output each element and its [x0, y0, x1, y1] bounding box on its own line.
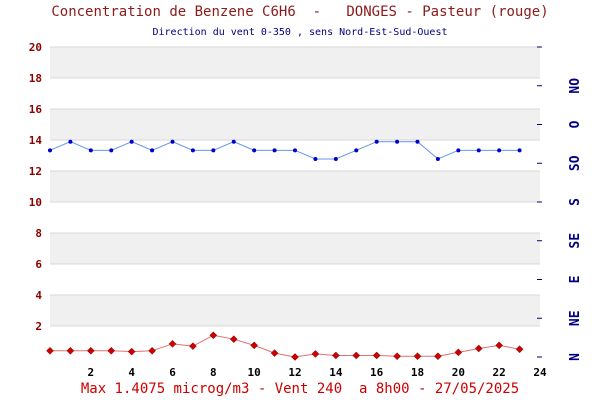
y-tick-label: 20 — [29, 41, 42, 54]
benzene-point — [148, 346, 156, 355]
y-tick-label: 6 — [35, 258, 42, 271]
plot-background — [50, 47, 540, 326]
wind-point — [476, 148, 481, 153]
wind-point — [231, 139, 236, 144]
y2-tick-label: NO — [568, 78, 583, 94]
benzene-point — [352, 351, 361, 360]
wind-line — [49, 141, 520, 160]
y2-tick-label: S — [568, 198, 583, 206]
y2-tick-label: NE — [568, 310, 583, 326]
wind-point — [415, 139, 420, 144]
wind-point — [517, 148, 522, 153]
y-tick-label: 4 — [35, 289, 42, 302]
wind-point — [456, 148, 461, 153]
benzene-point — [209, 331, 218, 340]
x-tick-label: 18 — [411, 366, 424, 379]
footer-summary: Max 1.4075 microg/m3 - Vent 240 a 8h00 -… — [80, 381, 520, 397]
x-tick-label: 22 — [493, 366, 506, 379]
plot-band — [50, 47, 540, 78]
benzene-point — [311, 350, 320, 358]
wind-point — [190, 148, 195, 153]
wind-point — [170, 139, 175, 144]
x-tick-label: 6 — [169, 366, 176, 379]
wind-point — [129, 139, 134, 144]
y-tick-label: 8 — [35, 227, 42, 240]
y-tick-label: 12 — [29, 165, 42, 178]
y2-tick-label: SO — [568, 155, 583, 171]
benzene-point — [372, 351, 381, 360]
wind-point — [435, 156, 440, 161]
right-axis: N NE E SE S SO O NO — [537, 46, 583, 361]
y-tick-label: 2 — [35, 320, 42, 333]
benzene-point — [331, 351, 340, 360]
benzene-point — [66, 346, 75, 355]
plot-band — [50, 171, 540, 202]
plot-band — [50, 233, 540, 264]
benzene-point — [474, 344, 483, 353]
benzene-point — [168, 339, 177, 348]
grid-lines — [50, 46, 540, 327]
x-tick-label: 12 — [288, 366, 301, 379]
x-tick-label: 10 — [248, 366, 261, 379]
wind-point — [109, 148, 114, 153]
x-tick-label: 14 — [329, 366, 343, 379]
wind-point — [150, 148, 155, 153]
x-tick-label: 8 — [210, 366, 217, 379]
wind-point — [395, 139, 400, 144]
benzene-point — [515, 345, 524, 354]
y-tick-label: 14 — [29, 134, 43, 147]
benzene-point — [189, 342, 197, 351]
x-tick-label: 4 — [128, 366, 135, 379]
wind-point — [48, 148, 52, 153]
wind-point — [272, 148, 277, 153]
wind-point — [68, 139, 73, 144]
wind-point — [252, 148, 257, 153]
benzene-point — [270, 349, 279, 357]
wind-point — [374, 139, 379, 144]
bottom-axis: 2 4 6 8 10 12 14 16 18 20 22 24 — [88, 366, 547, 379]
benzene-point — [393, 352, 401, 361]
x-tick-label: 20 — [452, 366, 465, 379]
benzene-point — [434, 352, 442, 361]
benzene-series — [46, 331, 524, 361]
y-tick-label: 10 — [29, 196, 42, 209]
y2-tick-label: E — [568, 276, 583, 284]
wind-point — [354, 148, 359, 153]
y-tick-label: 16 — [29, 103, 43, 116]
x-tick-label: 2 — [88, 366, 95, 379]
wind-point — [88, 148, 93, 153]
x-tick-label: 16 — [370, 366, 384, 379]
benzene-point — [46, 346, 54, 355]
wind-point — [333, 156, 338, 161]
y-tick-label: 18 — [29, 72, 42, 85]
benzene-point — [454, 348, 463, 357]
wind-direction-series — [48, 139, 522, 161]
benzene-line — [50, 334, 520, 358]
wind-point — [211, 148, 216, 153]
x-tick-label: 24 — [533, 366, 547, 379]
wind-point — [293, 148, 297, 153]
benzene-point — [291, 353, 299, 361]
benzene-point — [250, 341, 259, 350]
benzene-point — [86, 346, 95, 355]
benzene-point — [107, 346, 116, 355]
benzene-point — [229, 335, 238, 344]
benzene-point — [413, 352, 422, 361]
chart-title: Concentration de Benzene C6H6 - DONGES -… — [51, 4, 549, 20]
chart-subtitle: Direction du vent 0-350 , sens Nord-Est-… — [152, 27, 448, 38]
y2-tick-label: SE — [568, 233, 583, 249]
plot-band — [50, 295, 540, 326]
plot-band — [50, 109, 540, 140]
y2-tick-label: N — [568, 353, 583, 361]
wind-point — [313, 156, 318, 161]
wind-point — [497, 148, 502, 153]
benzene-point — [127, 347, 136, 356]
left-axis: 2 4 6 8 10 12 14 16 18 20 — [29, 41, 43, 333]
y2-tick-label: O — [568, 120, 583, 128]
benzene-point — [495, 341, 504, 350]
